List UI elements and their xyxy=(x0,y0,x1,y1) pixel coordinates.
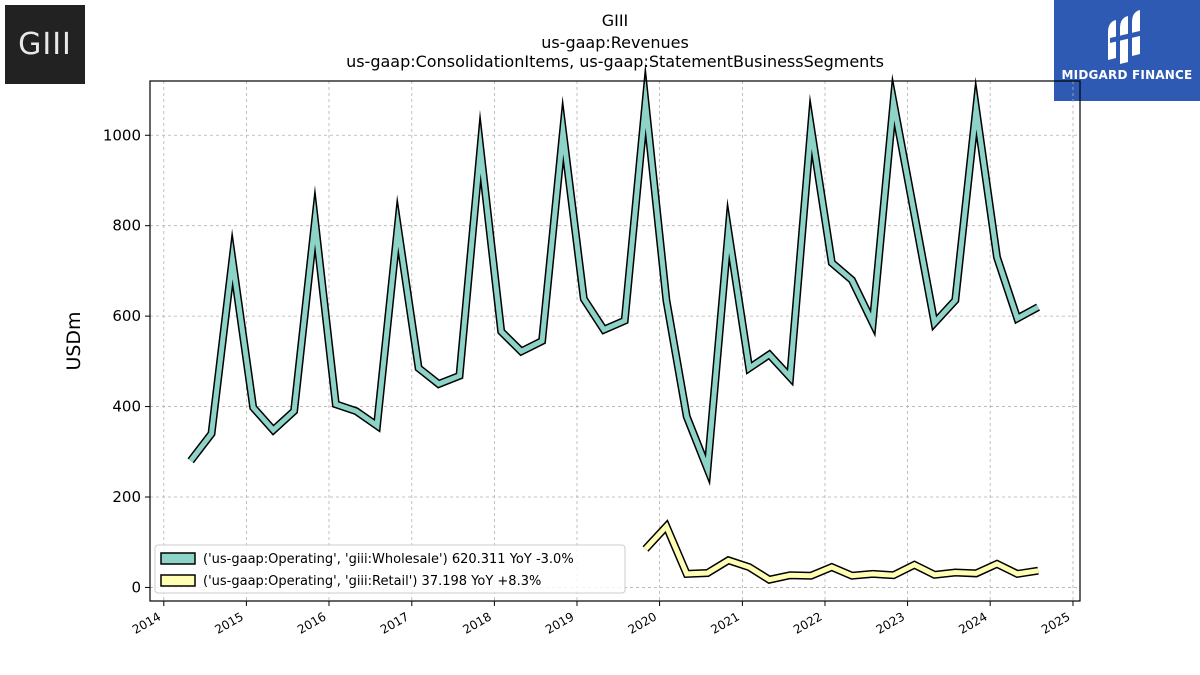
x-tick-label: 2022 xyxy=(791,609,824,636)
x-tick-label: 2019 xyxy=(543,609,576,636)
x-tick-label: 2020 xyxy=(626,609,659,636)
series-layer xyxy=(187,62,1041,584)
x-tick-label: 2025 xyxy=(1039,609,1072,636)
legend-box xyxy=(154,544,626,594)
series-line-1 xyxy=(643,521,1039,583)
legend-label-1: ('us-gaap:Operating', 'giii:Retail') 37.… xyxy=(203,574,541,589)
series-line-outline-0 xyxy=(187,62,1041,487)
brand-mark-icon xyxy=(1108,10,1144,64)
brand-logo: MIDGARD FINANCE xyxy=(1054,0,1200,101)
legend-label-0: ('us-gaap:Operating', 'giii:Wholesale') … xyxy=(203,552,574,567)
chart-subtitle: us-gaap:Revenues xyxy=(541,33,689,52)
legend: ('us-gaap:Operating', 'giii:Wholesale') … xyxy=(154,544,626,594)
company-logo: GIII xyxy=(5,5,85,84)
y-tick-label: 1000 xyxy=(103,126,141,144)
x-tick-label: 2016 xyxy=(295,609,328,636)
x-tick-label: 2015 xyxy=(212,609,245,636)
y-tick-label: 0 xyxy=(131,578,141,596)
chart-title: GIII xyxy=(601,11,629,30)
y-tick-label: 800 xyxy=(112,217,141,235)
chart-subtitle-2: us-gaap:ConsolidationItems, us-gaap:Stat… xyxy=(346,52,884,71)
x-tick-label: 2017 xyxy=(378,609,411,636)
y-axis-label: USDm xyxy=(63,311,85,370)
x-tick-label: 2023 xyxy=(874,609,907,636)
y-tick-label: 400 xyxy=(112,398,141,416)
x-tick-label: 2018 xyxy=(460,609,493,636)
x-axis: 2014 2015 2016 2017 2018 2019 2020 2021 2022 2023… xyxy=(130,601,1074,637)
y-tick-label: 200 xyxy=(112,488,141,506)
x-tick-label: 2021 xyxy=(708,609,741,636)
plot-frame xyxy=(149,80,1081,602)
legend-swatch-1 xyxy=(160,574,196,587)
brand-name: MIDGARD FINANCE xyxy=(1061,68,1193,82)
y-axis: 0 200 400 600 800 1000 xyxy=(103,126,150,596)
grid-lines xyxy=(150,81,1080,601)
y-tick-label: 600 xyxy=(112,307,141,325)
x-tick-label: 2014 xyxy=(130,609,163,636)
company-logo-text: GIII xyxy=(18,27,72,62)
x-tick-label: 2024 xyxy=(956,609,989,636)
series-line-0 xyxy=(188,77,1040,480)
legend-swatch-0 xyxy=(160,552,196,565)
